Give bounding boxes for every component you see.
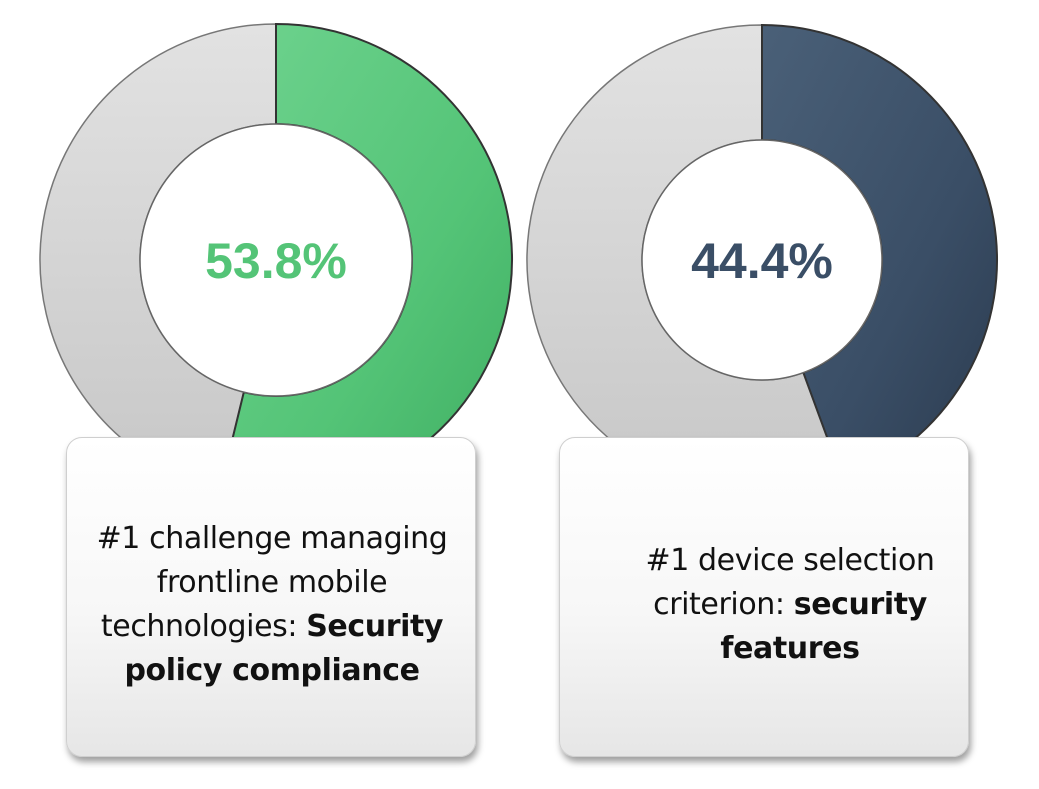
donut-chart-right: 44.4% xyxy=(526,23,998,496)
caption-bold-left: Security policy compliance xyxy=(124,609,444,688)
caption-plain-left: #1 challenge managing frontline mobile t… xyxy=(96,521,448,644)
caption-card-right xyxy=(559,437,969,757)
donut-chart-left: 53.8% xyxy=(39,22,513,497)
caption-text-right: #1 device selection criterion: security … xyxy=(559,539,1021,671)
caption-text-left: #1 challenge managing frontline mobile t… xyxy=(60,517,484,693)
donut-hole-right xyxy=(641,139,883,381)
caption-card-left xyxy=(66,437,476,757)
donut-value-label-left: 53.8% xyxy=(205,233,347,289)
caption-plain-right: #1 device selection criterion: xyxy=(645,543,935,622)
donut-hole-left xyxy=(139,123,413,397)
caption-bold-right: security features xyxy=(720,587,927,666)
donut-panel-device-selection: 44.4% #1 device selection criterion: sec… xyxy=(519,0,1039,789)
donut-panel-security-compliance: 53.8% #1 challenge managing frontline mo… xyxy=(39,22,513,757)
donut-value-label-right: 44.4% xyxy=(691,233,833,289)
